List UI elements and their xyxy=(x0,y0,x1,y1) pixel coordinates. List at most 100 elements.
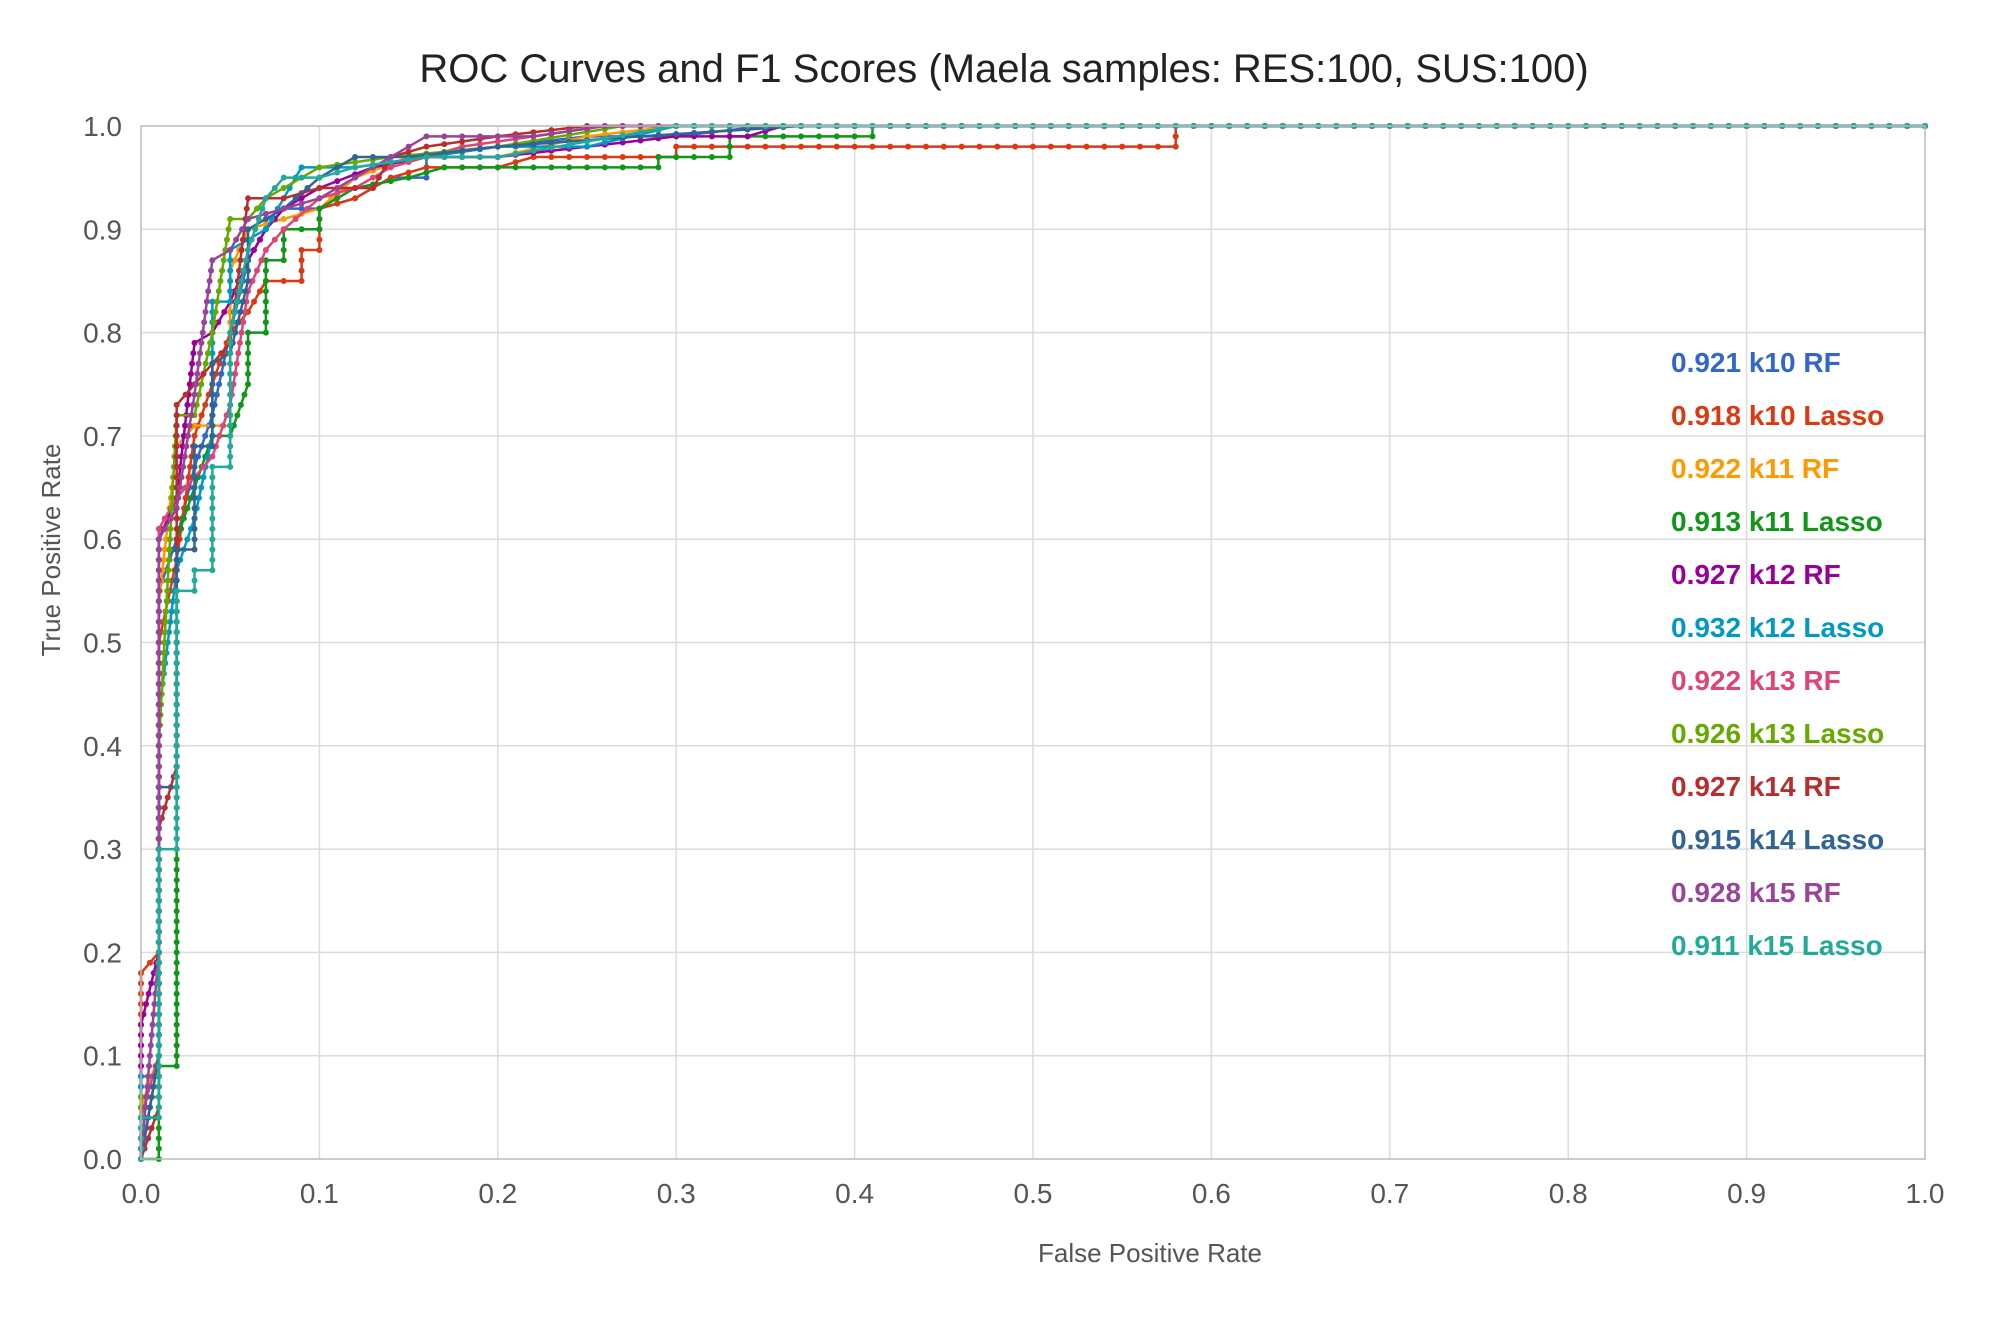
data-point xyxy=(566,141,573,148)
data-point xyxy=(637,133,644,140)
data-point xyxy=(381,164,388,171)
data-point xyxy=(173,453,180,460)
data-point xyxy=(637,164,644,171)
data-point xyxy=(184,505,191,512)
data-point xyxy=(242,257,249,264)
data-point xyxy=(548,153,555,160)
data-point xyxy=(619,164,626,171)
data-point xyxy=(905,143,912,150)
data-point xyxy=(173,742,180,749)
data-point xyxy=(180,515,187,522)
data-point xyxy=(216,360,223,367)
data-point xyxy=(180,432,187,439)
data-point xyxy=(155,598,162,605)
data-point xyxy=(369,161,376,168)
data-point xyxy=(233,360,240,367)
data-point xyxy=(155,815,162,822)
data-point xyxy=(1012,143,1019,150)
data-point xyxy=(144,1083,151,1090)
data-point xyxy=(252,226,259,233)
data-point xyxy=(155,1001,162,1008)
data-point xyxy=(181,453,188,460)
data-point xyxy=(238,329,245,336)
data-point xyxy=(304,184,311,191)
data-point xyxy=(316,236,323,243)
plot-frame xyxy=(140,125,1926,1160)
data-point xyxy=(146,1104,153,1111)
data-point xyxy=(239,226,246,233)
data-point xyxy=(459,138,466,145)
data-point xyxy=(155,691,162,698)
data-point xyxy=(140,1011,147,1018)
data-point xyxy=(161,525,168,532)
data-point xyxy=(148,980,155,987)
data-point xyxy=(280,257,287,264)
data-point xyxy=(271,236,278,243)
data-point xyxy=(146,959,153,966)
data-point xyxy=(530,147,537,154)
data-point xyxy=(245,329,252,336)
data-point xyxy=(155,970,162,977)
data-point xyxy=(220,257,227,264)
data-point xyxy=(147,1042,154,1049)
data-point xyxy=(173,711,180,718)
data-point xyxy=(175,494,182,501)
y-axis-label: True Positive Rate xyxy=(36,444,66,657)
data-point xyxy=(166,536,173,543)
data-point xyxy=(494,143,501,150)
data-point xyxy=(922,143,929,150)
data-point xyxy=(280,174,287,181)
data-point xyxy=(173,825,180,832)
data-point xyxy=(173,649,180,656)
data-point xyxy=(155,763,162,770)
data-point xyxy=(155,742,162,749)
data-point xyxy=(155,908,162,915)
data-point xyxy=(173,536,180,543)
data-point xyxy=(200,463,207,470)
data-point xyxy=(213,391,220,398)
data-point xyxy=(176,484,183,491)
data-point xyxy=(163,598,170,605)
data-point xyxy=(148,1032,155,1039)
data-point xyxy=(155,856,162,863)
data-point xyxy=(584,153,590,160)
data-point xyxy=(833,133,840,140)
data-point xyxy=(145,1073,152,1080)
data-point xyxy=(155,1145,162,1152)
data-point xyxy=(155,928,162,935)
data-point xyxy=(708,143,715,150)
data-point xyxy=(227,298,234,305)
data-point xyxy=(1172,133,1179,140)
data-point xyxy=(207,267,214,274)
data-point xyxy=(173,1032,180,1039)
data-point xyxy=(155,1094,162,1101)
data-point xyxy=(173,722,180,729)
data-point xyxy=(164,577,171,584)
data-point xyxy=(209,453,216,460)
data-point xyxy=(209,391,216,398)
data-point xyxy=(253,205,260,212)
data-point xyxy=(369,174,376,181)
data-point xyxy=(215,288,222,295)
data-point xyxy=(441,164,448,171)
x-tick-label: 1.0 xyxy=(1906,1178,1945,1209)
data-point xyxy=(673,131,680,138)
x-tick-label: 0.9 xyxy=(1727,1178,1766,1209)
data-point xyxy=(512,164,519,171)
data-point xyxy=(726,127,733,134)
data-point xyxy=(146,1063,153,1070)
data-point xyxy=(512,142,519,149)
data-point xyxy=(209,505,216,512)
data-point xyxy=(262,215,269,222)
data-point xyxy=(173,1063,180,1070)
data-point xyxy=(155,546,162,553)
data-point xyxy=(441,133,448,140)
legend-entry: 0.927 k14 RF xyxy=(1671,771,1841,802)
data-point xyxy=(173,505,180,512)
data-point xyxy=(271,184,278,191)
data-point xyxy=(262,257,269,264)
data-point xyxy=(352,164,359,171)
data-point xyxy=(191,587,198,594)
data-point xyxy=(459,133,466,140)
